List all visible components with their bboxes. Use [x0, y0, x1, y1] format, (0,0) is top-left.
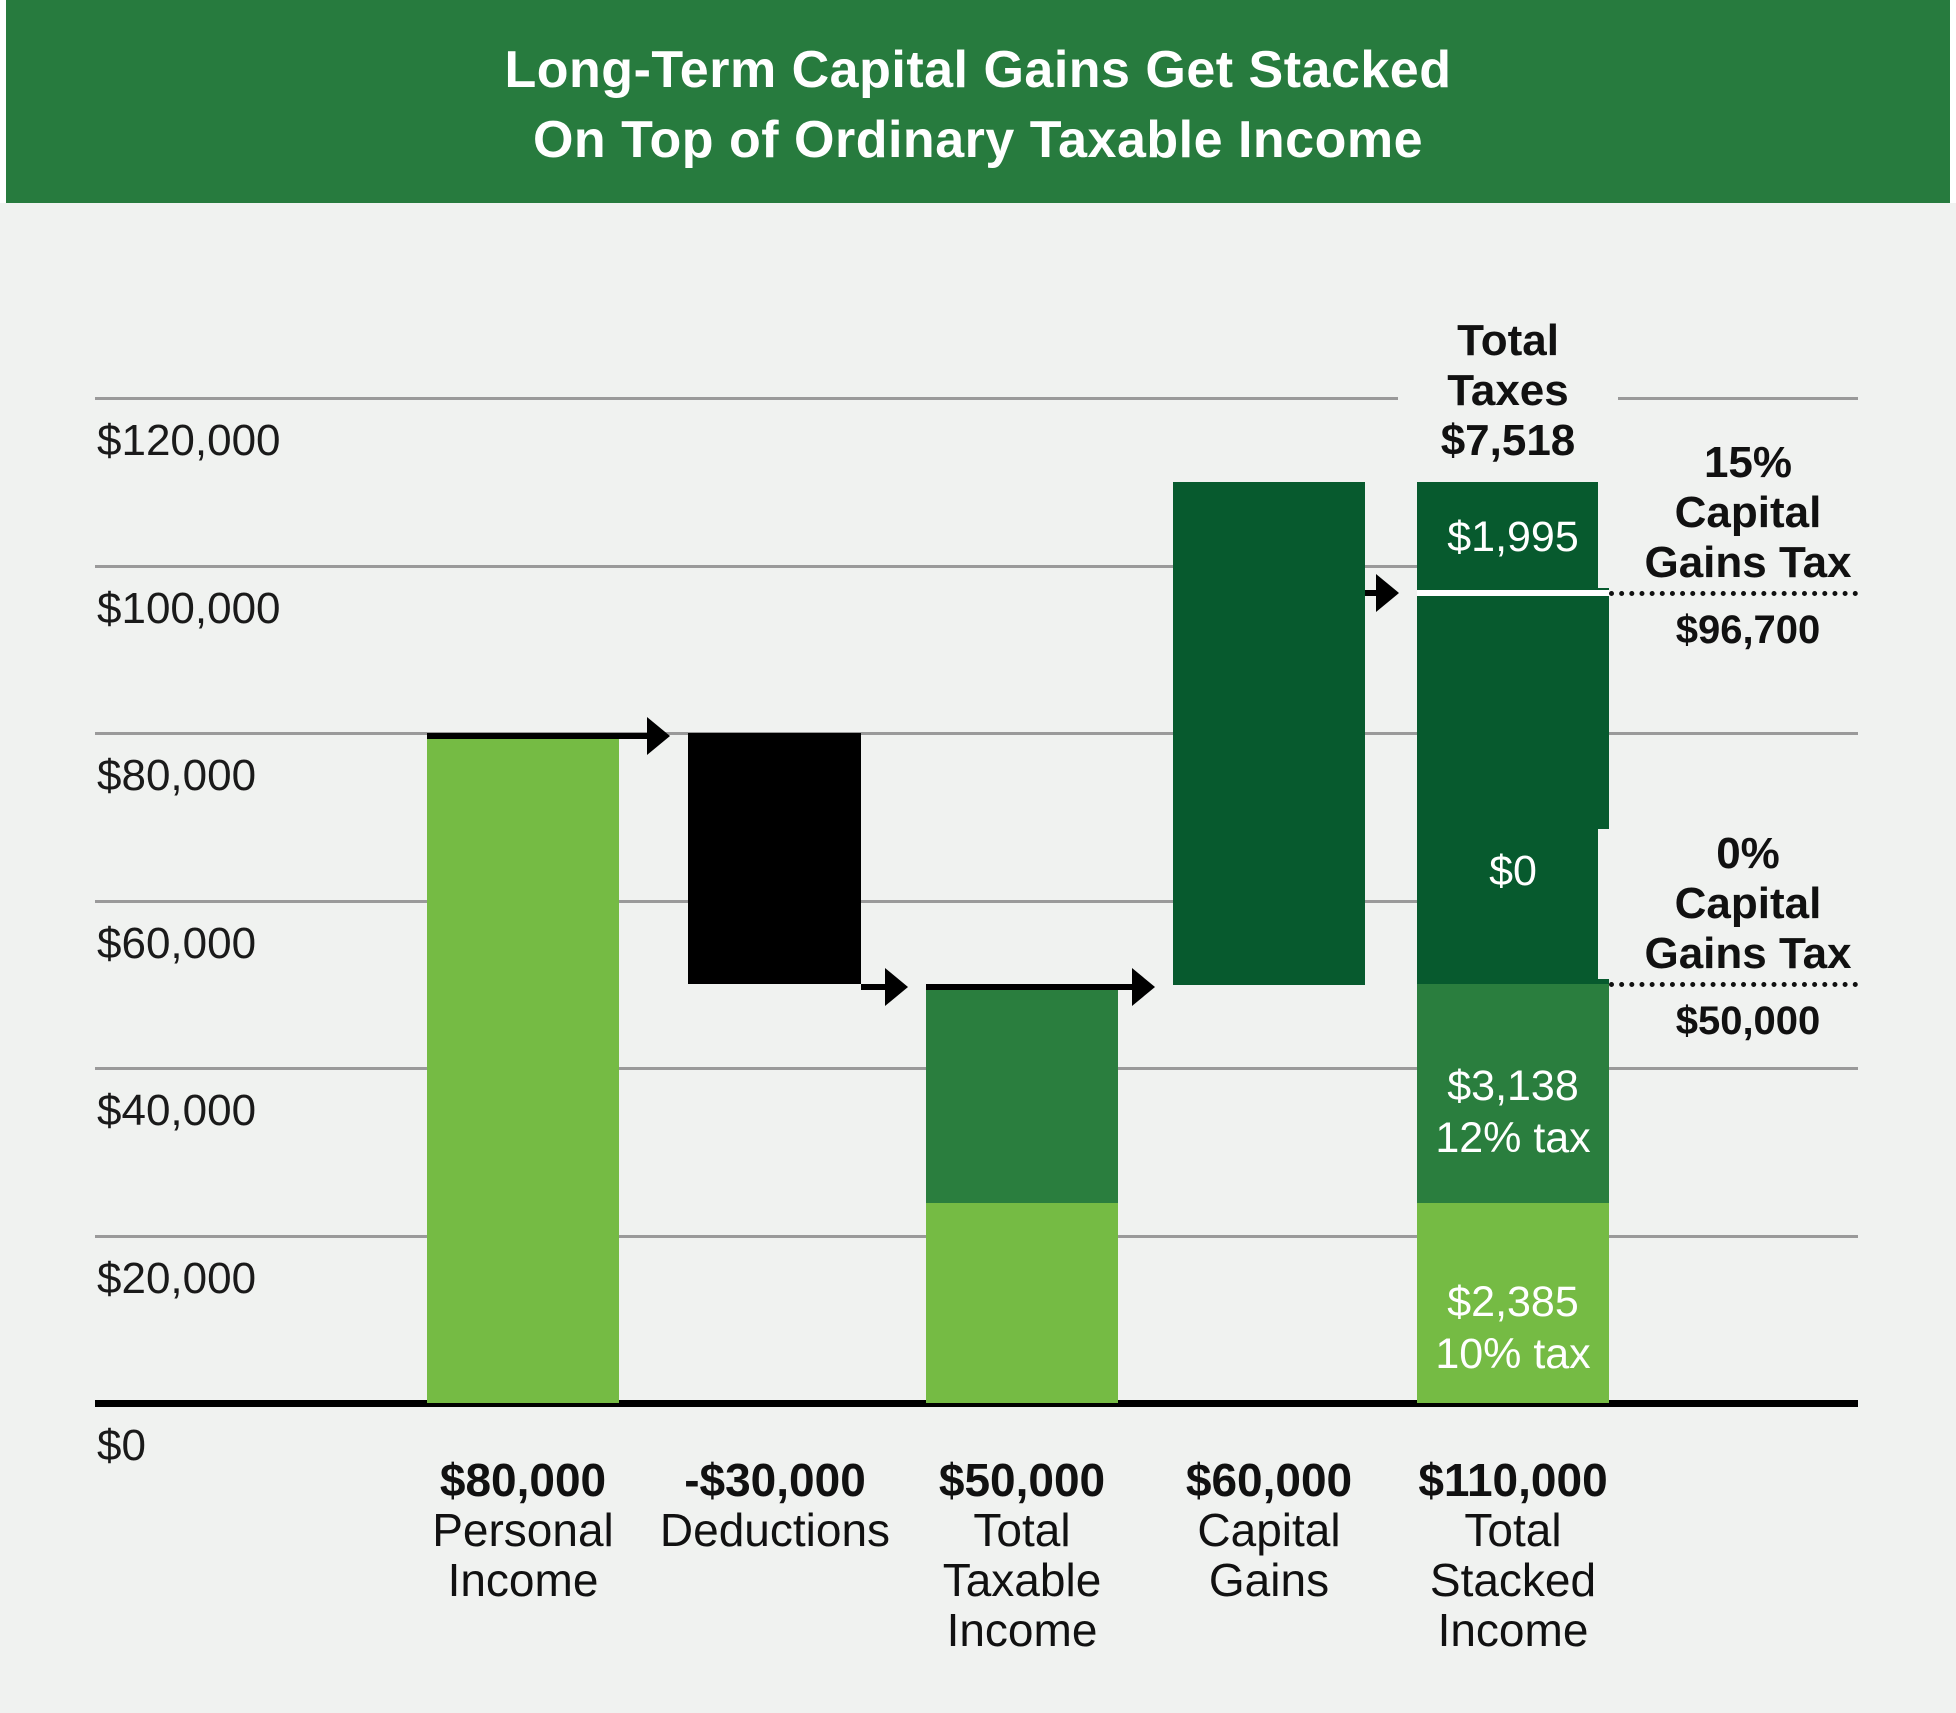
y-axis-tick-label: $100,000	[97, 584, 281, 633]
bar-segment-deductions	[688, 733, 861, 984]
y-axis-tick-label: $80,000	[97, 751, 257, 800]
threshold-dotted-line	[1609, 591, 1858, 596]
flow-arrow-head	[647, 717, 670, 755]
x-axis-line	[95, 1400, 1858, 1407]
bar-category-label: $80,000 Personal Income	[373, 1455, 673, 1605]
gridline	[95, 565, 1858, 568]
bar-segment-capital-gains	[1173, 482, 1365, 985]
y-axis-tick-label: $40,000	[97, 1086, 257, 1135]
y-axis-tick-label: $120,000	[97, 416, 281, 465]
total-taxes-annotation: Total Taxes $7,518	[1398, 316, 1618, 466]
bar-segment-value: $0	[1489, 847, 1537, 895]
bar-segment-total-stacked-income	[1417, 984, 1609, 1203]
bar-segment-total-taxable-income	[926, 1203, 1118, 1403]
bar-value-label: -$30,000	[684, 1454, 866, 1506]
bar-segment-value: $3,138 12% tax	[1435, 1062, 1591, 1162]
bar-segment-value: $1,995	[1447, 513, 1579, 561]
bar-value-label: $50,000	[938, 1454, 1106, 1506]
y-axis-tick-label: $20,000	[97, 1254, 257, 1303]
bar-category-label: $50,000 Total Taxable Income	[872, 1455, 1172, 1655]
flow-arrow-head	[1132, 968, 1155, 1006]
bar-segment-value: $2,385 10% tax	[1435, 1278, 1591, 1378]
flow-arrow-line	[1365, 590, 1376, 596]
chart-title-line-2: On Top of Ordinary Taxable Income	[532, 110, 1424, 169]
flow-arrow-line	[861, 984, 885, 990]
threshold-value-label: $96,700	[1675, 608, 1821, 652]
flow-arrow-head	[885, 968, 908, 1006]
threshold-value-label: $50,000	[1675, 999, 1821, 1043]
threshold-annotation: 15% Capital Gains Tax	[1598, 438, 1898, 588]
bar-category-label: $60,000 Capital Gains	[1119, 1455, 1419, 1605]
flow-arrow-head	[1376, 574, 1399, 612]
flow-arrow-line	[926, 984, 1132, 990]
gridline	[95, 732, 1858, 735]
y-axis-tick-label: $0	[97, 1421, 146, 1470]
header-banner: Long-Term Capital Gains Get Stacked On T…	[6, 0, 1950, 203]
capital-gains-threshold-separator	[1417, 590, 1609, 596]
bar-segment-total-stacked-income	[1417, 1203, 1609, 1403]
gridline	[95, 900, 1858, 903]
flow-arrow-line	[427, 733, 647, 739]
bar-category-label: $110,000 Total Stacked Income	[1363, 1455, 1663, 1655]
bar-segment-personal-income	[427, 739, 619, 1403]
bar-value-label: $110,000	[1418, 1454, 1608, 1506]
bar-segment-total-taxable-income	[926, 990, 1118, 1203]
bar-category-label: -$30,000 Deductions	[625, 1455, 925, 1555]
bar-value-label: $60,000	[1185, 1454, 1353, 1506]
chart-title-line-1: Long-Term Capital Gains Get Stacked	[504, 40, 1452, 99]
threshold-dotted-line	[1609, 982, 1858, 987]
threshold-annotation: 0% Capital Gains Tax	[1598, 829, 1898, 979]
bar-segment-total-stacked-income	[1417, 482, 1609, 593]
bar-value-label: $80,000	[439, 1454, 607, 1506]
gridline	[95, 397, 1858, 400]
bar-segment-total-stacked-income	[1417, 593, 1609, 984]
y-axis-tick-label: $60,000	[97, 919, 257, 968]
